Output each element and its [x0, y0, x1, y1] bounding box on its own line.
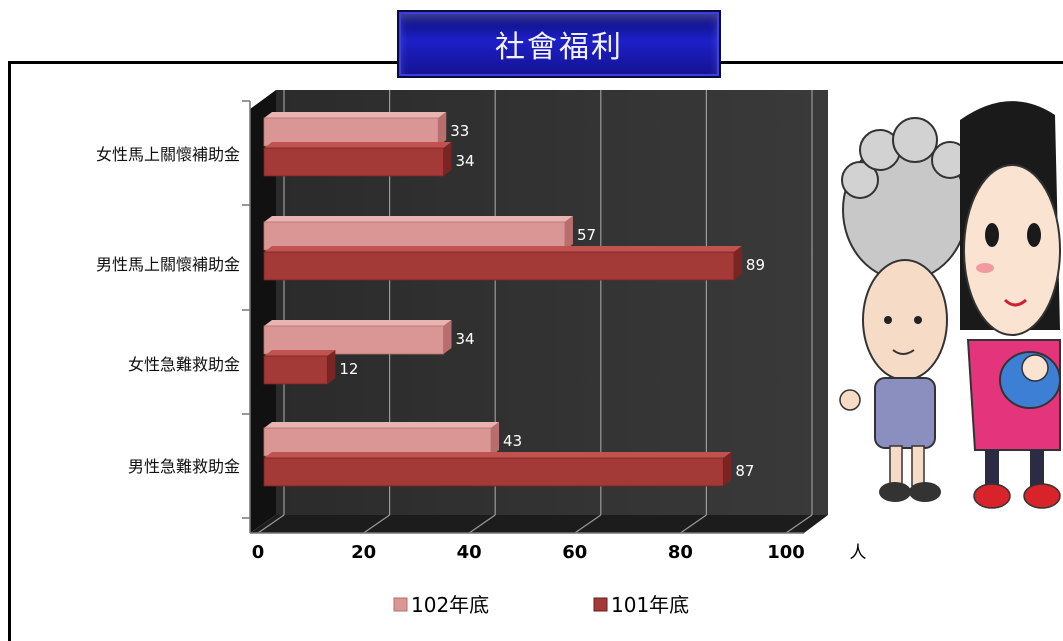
bar-end	[443, 320, 452, 354]
bar-end	[723, 452, 732, 486]
data-label: 12	[339, 360, 358, 378]
data-label: 34	[456, 152, 475, 170]
gridline-floor	[468, 514, 496, 534]
bar-end	[438, 112, 447, 146]
bar-series1	[263, 117, 439, 147]
gridline-floor	[785, 514, 813, 534]
bar-series2	[263, 457, 724, 487]
category-label: 男性馬上關懷補助金	[96, 255, 240, 274]
page-title: 社會福利	[397, 10, 721, 78]
bar-end	[327, 350, 336, 384]
legend-swatch	[393, 597, 408, 612]
x-tick-label: 60	[562, 542, 587, 563]
legend-label: 101年底	[611, 593, 689, 617]
bar-series2	[263, 147, 444, 177]
data-label: 34	[456, 330, 475, 348]
legend-label: 102年底	[411, 593, 489, 617]
x-tick-label: 40	[457, 542, 482, 563]
bar-top	[264, 422, 500, 428]
gridline-floor	[574, 514, 602, 534]
bar-end	[491, 422, 500, 456]
legend-swatch	[593, 597, 608, 612]
bar-top	[264, 246, 742, 252]
data-label: 87	[735, 462, 754, 480]
category-label: 女性馬上關懷補助金	[96, 145, 240, 164]
bar-series2	[263, 251, 735, 281]
x-tick-label: 100	[767, 542, 805, 563]
data-label: 33	[450, 122, 469, 140]
bar-series2	[263, 355, 328, 385]
gridline-floor	[680, 514, 707, 534]
bar-series1	[263, 325, 444, 355]
bar-series1	[263, 221, 566, 251]
bar-top	[264, 350, 336, 356]
bar-top	[264, 452, 732, 458]
gridline-floor	[363, 514, 390, 534]
bar-top	[264, 216, 573, 222]
x-unit-label: 人	[850, 543, 867, 563]
gridline-floor	[257, 514, 285, 534]
grandmother-figure	[839, 117, 969, 502]
plot-side-wall	[250, 90, 276, 533]
mother-figure	[960, 101, 1061, 509]
category-label: 男性急難救助金	[128, 457, 240, 476]
plot-floor	[250, 515, 828, 533]
bar-end	[564, 216, 573, 250]
bar-end	[443, 142, 452, 176]
x-tick-label: 0	[252, 542, 265, 563]
bar-top	[264, 112, 447, 118]
x-tick-label: 80	[668, 542, 693, 563]
bar-series1	[263, 427, 492, 457]
bar-end	[733, 246, 742, 280]
bar-top	[264, 142, 452, 148]
bar-top	[264, 320, 452, 326]
data-label: 89	[746, 256, 765, 274]
data-label: 57	[577, 226, 596, 244]
data-label: 43	[503, 432, 522, 450]
category-label: 女性急難救助金	[128, 355, 240, 374]
x-tick-label: 20	[351, 542, 376, 563]
family-illustration	[839, 101, 1061, 509]
